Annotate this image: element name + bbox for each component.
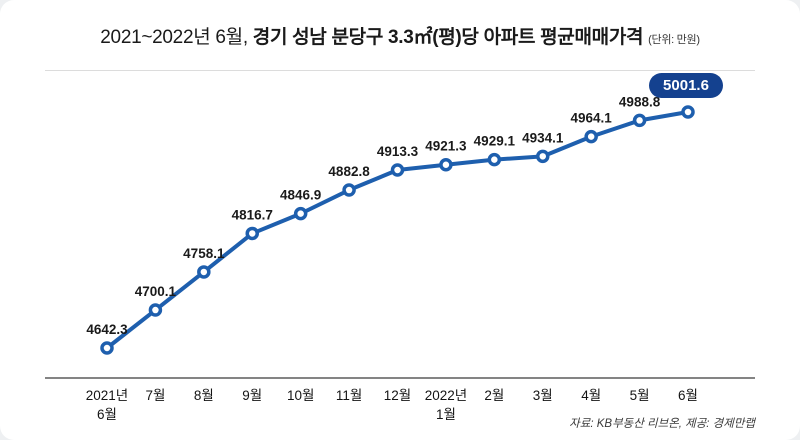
value-label: 4921.3 bbox=[425, 139, 467, 154]
data-point bbox=[390, 163, 405, 177]
title-unit: (단위: 만원) bbox=[648, 34, 700, 46]
value-label: 4846.9 bbox=[280, 188, 321, 203]
data-point bbox=[487, 152, 502, 167]
x-tick-label: 10월 bbox=[287, 388, 314, 403]
value-label: 4988.8 bbox=[619, 94, 661, 109]
value-label: 4929.1 bbox=[474, 134, 516, 149]
x-tick-label: 11월 bbox=[336, 388, 362, 403]
title-main: 경기 성남 분당구 3.3㎡(평)당 아파트 평균매매가격 bbox=[252, 27, 644, 48]
x-tick-label: 2월 bbox=[484, 388, 504, 403]
title-divider bbox=[45, 70, 755, 71]
x-tick-label: 2022년 1월 bbox=[425, 388, 467, 422]
value-label: 4882.8 bbox=[328, 164, 370, 179]
x-tick-label: 8월 bbox=[194, 388, 214, 403]
data-point bbox=[632, 113, 647, 128]
data-point bbox=[681, 105, 695, 119]
value-label: 4934.1 bbox=[522, 130, 564, 145]
x-tick-label: 5월 bbox=[630, 388, 650, 403]
data-point bbox=[293, 206, 308, 221]
value-label: 4758.1 bbox=[183, 246, 225, 261]
x-tick-label: 4월 bbox=[581, 388, 601, 403]
data-point bbox=[148, 303, 163, 317]
data-point bbox=[245, 226, 259, 241]
data-point bbox=[342, 183, 356, 197]
data-point bbox=[536, 149, 550, 164]
value-label: 4964.1 bbox=[571, 111, 613, 126]
data-point bbox=[584, 129, 598, 144]
value-label: 4913.3 bbox=[377, 144, 419, 159]
x-tick-label: 3월 bbox=[533, 388, 553, 403]
x-tick-label: 9월 bbox=[242, 388, 262, 403]
data-point bbox=[439, 157, 453, 172]
source-caption: 자료: KB부동산 리브온, 제공: 경제만랩 bbox=[569, 418, 755, 430]
title-prefix: 2021~2022년 6월, bbox=[100, 27, 253, 48]
x-tick-label: 2021년 6월 bbox=[86, 388, 128, 422]
data-point bbox=[197, 265, 211, 279]
value-label: 4642.3 bbox=[86, 322, 128, 337]
x-tick-label: 12월 bbox=[384, 388, 411, 403]
x-tick-label: 6월 bbox=[678, 388, 698, 403]
value-label: 4700.1 bbox=[135, 284, 177, 299]
chart-title: 2021~2022년 6월, 경기 성남 분당구 3.3㎡(평)당 아파트 평균… bbox=[0, 22, 800, 49]
x-tick-label: 7월 bbox=[145, 388, 165, 403]
value-label: 4816.7 bbox=[232, 207, 273, 222]
data-point bbox=[100, 341, 114, 355]
highlight-badge: 5001.6 bbox=[649, 73, 723, 98]
